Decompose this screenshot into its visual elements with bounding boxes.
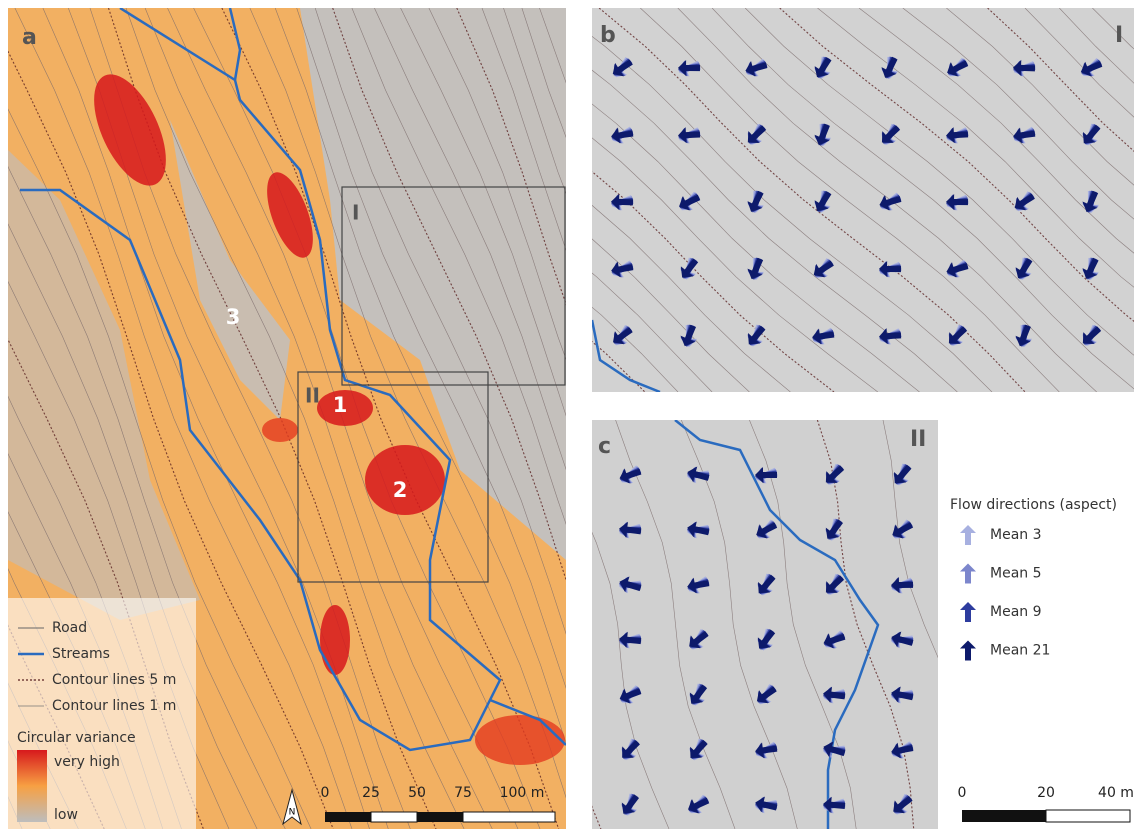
flow-arrow [958,465,983,485]
flow-arrow [957,682,984,709]
legend-label: Contour lines 5 m [52,672,176,688]
figure: a I II 1 2 3 Road Streams Contour lines … [0,0,1136,829]
flow-arrow [957,736,982,763]
flow-arrow [956,462,983,488]
legend-label: low [54,807,78,823]
legend-label: Mean 3 [990,527,1042,543]
box-label: I [352,201,359,225]
scale-segment [417,812,463,822]
scale-label: 75 [454,785,472,801]
scale-label: 20 [1037,785,1055,801]
legend-title: Flow directions (aspect) [950,497,1117,513]
scale-segment [962,810,1046,822]
panel-id: II [910,427,926,452]
panel-label: a [22,25,37,50]
scale-label: 100 m [500,785,545,801]
legend-label: Road [52,620,87,636]
site-label: 3 [226,305,241,329]
flow-arrow [960,525,976,545]
north-label: N [289,808,296,818]
flow-arrow [957,463,984,487]
flow-arrow [960,641,976,661]
flow-arrow [957,464,983,486]
legend-label: Contour lines 1 m [52,698,176,714]
panel-label: b [600,23,616,48]
panel-label: c [598,434,611,459]
legend-label: Mean 21 [990,643,1050,659]
scale-bar [325,812,555,822]
flow-arrow [958,737,982,764]
scale-label: 0 [958,785,967,801]
flow-arrow [957,736,984,763]
high-variance [320,605,350,675]
scale-segment [1046,810,1130,822]
site-label: 1 [333,393,348,417]
legend-label: very high [54,754,120,770]
scale-segment [325,812,371,822]
scale-segment [463,812,555,822]
variance-ramp [17,750,47,822]
flow-arrow [956,682,983,708]
high-variance [262,418,298,442]
box-label: II [305,384,320,408]
scale-label: 25 [362,785,380,801]
scale-label: 50 [408,785,426,801]
hillshade [592,8,1134,392]
scale-label: 40 m [1098,785,1134,801]
legend-title: Circular variance [17,730,136,746]
flow-legend: Mean 3 Mean 5 Mean 9 Mean 21 [960,525,1050,661]
flow-arrow [960,564,976,584]
high-variance [475,715,565,765]
flow-arrow [960,602,976,622]
panel-id: I [1115,23,1123,48]
scale-label: 0 [321,785,330,801]
scale-segment [371,812,417,822]
legend-label: Mean 9 [990,604,1042,620]
flow-arrow [957,683,984,707]
site-label: 2 [393,478,408,502]
legend-label: Streams [52,646,110,662]
flow-arrow [959,737,981,763]
legend-label: Mean 5 [990,566,1042,582]
flow-arrow [957,681,983,708]
